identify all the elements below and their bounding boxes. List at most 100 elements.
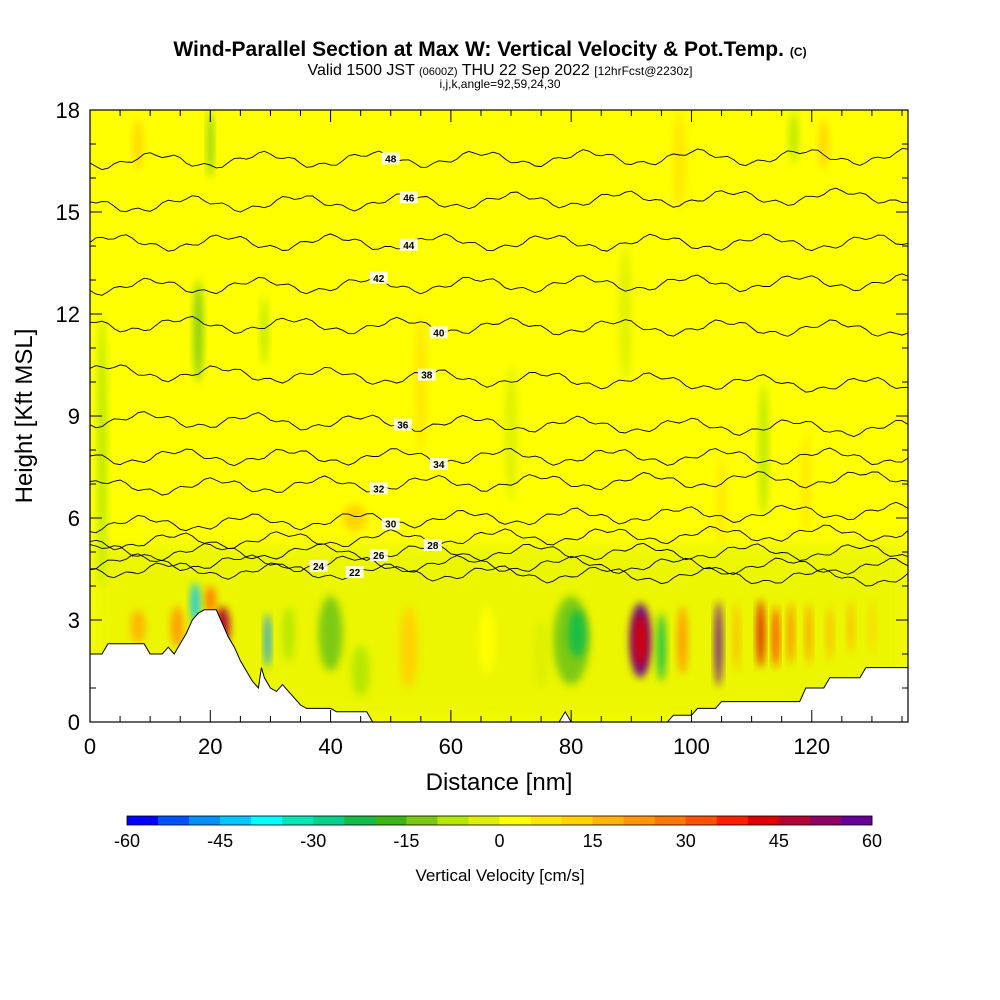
w-cell (505, 365, 518, 501)
theta-contour-label-bg (429, 458, 448, 471)
w-cell (805, 603, 812, 665)
theta-contour-label: 26 (373, 551, 385, 562)
colorbar-swatch (530, 816, 562, 825)
theta-contour-line (90, 233, 908, 252)
colorbar-tick-label: 30 (676, 831, 696, 851)
theta-contour-label-bg (345, 566, 364, 579)
theta-contour-label-bg (381, 152, 400, 165)
theta-contour-label-bg (417, 368, 436, 381)
theta-contour-label-bg (369, 482, 388, 495)
theta-contour-label: 28 (427, 541, 439, 552)
w-cell (619, 246, 632, 382)
theta-contour-label-bg (309, 559, 328, 572)
x-tick-label: 120 (793, 734, 830, 759)
theta-contour-line (90, 148, 908, 171)
theta-contour-label: 30 (385, 520, 397, 531)
subtitle-valid: Valid 1500 JST (308, 62, 416, 79)
colorbar-swatch (654, 816, 687, 825)
theta-contour-label: 24 (313, 562, 325, 573)
w-cell (568, 609, 587, 658)
w-cell (819, 118, 829, 170)
colorbar-tick-label: -15 (393, 831, 419, 851)
colorbar-tick-label: -30 (300, 831, 326, 851)
w-cell (673, 110, 686, 212)
theta-contour-label: 38 (421, 371, 433, 382)
w-cell (318, 596, 343, 671)
colorbar-swatch (499, 816, 531, 825)
w-cell (826, 606, 833, 661)
y-tick-label: 9 (68, 404, 80, 429)
colorbar-swatch (840, 816, 873, 825)
theta-contour-label: 32 (373, 484, 385, 495)
colorbar-swatch (716, 816, 749, 825)
w-cell (204, 586, 216, 614)
theta-contour-line (90, 447, 908, 467)
colorbar-swatch (313, 816, 345, 825)
theta-contour-line (90, 562, 908, 587)
w-cell (714, 601, 723, 687)
theta-contour-line (90, 471, 908, 496)
theta-contour-label-bg (399, 238, 418, 251)
w-cell (772, 606, 779, 668)
colorbar: -60 -45 -30 -15 0 15 30 45 60 (114, 815, 882, 851)
w-cell (477, 606, 496, 675)
w-cell (342, 504, 367, 532)
colorbar-swatch (189, 816, 221, 825)
colorbar-frame (126, 815, 873, 826)
colorbar-tick-label: 45 (769, 831, 789, 851)
w-cell (171, 606, 184, 648)
y-tick-label: 12 (56, 302, 80, 327)
w-cell (130, 609, 146, 644)
theta-contour-label-bg (423, 539, 442, 552)
colorbar-swatch (592, 816, 624, 825)
w-cell (193, 280, 203, 382)
colorbar-tick-label: 60 (862, 831, 882, 851)
colorbar-swatch (158, 816, 190, 825)
theta-contour-label-bg (399, 191, 418, 204)
theta-contour-label: 40 (433, 328, 445, 339)
colorbar-label: Vertical Velocity [cm/s] (415, 866, 584, 885)
x-tick-label: 80 (559, 734, 583, 759)
theta-contour-line (90, 524, 908, 551)
subtitle-zulu: (0600Z) (419, 66, 458, 78)
w-cell (351, 645, 370, 697)
w-cell (282, 606, 295, 661)
colorbar-swatch (406, 816, 438, 825)
w-cell (759, 382, 769, 518)
terrain-mask (90, 609, 908, 722)
theta-contour-line (90, 315, 908, 337)
y-tick-label: 6 (68, 506, 80, 531)
colorbar-tick-label: -60 (114, 831, 140, 851)
chart-subtitle-indices: i,j,k,angle=92,59,24,30 (439, 77, 560, 91)
x-axis-title: Distance [nm] (426, 769, 573, 796)
x-tick-label: 40 (318, 734, 342, 759)
theta-contour-label-bg (369, 271, 388, 284)
colorbar-swatch (344, 816, 376, 825)
w-cell (414, 314, 427, 450)
w-cell (757, 599, 765, 668)
chart-title: Wind-Parallel Section at Max W: Vertical… (173, 38, 806, 61)
colorbar-swatch (685, 816, 718, 825)
theta-contour-label: 36 (397, 421, 409, 432)
w-cell (207, 110, 214, 178)
w-cell (656, 613, 666, 682)
w-cell (733, 603, 740, 671)
theta-contour-label: 42 (373, 274, 385, 285)
theta-contour-label: 46 (403, 193, 415, 204)
w-cell (633, 613, 647, 668)
theta-contour-label: 34 (433, 460, 445, 471)
colorbar-swatch (809, 816, 842, 825)
colorbar-swatch (127, 816, 159, 825)
colorbar-swatch (251, 816, 283, 825)
y-axis-title: Height [Kft MSL] (11, 329, 38, 504)
colorbar-swatch (468, 816, 500, 825)
theta-contour-line (90, 553, 908, 575)
theta-contour-label-bg (393, 418, 412, 431)
y-tick-label: 15 (56, 200, 80, 225)
y-tick-label: 3 (68, 608, 80, 633)
colorbar-tick-label: 0 (494, 831, 504, 851)
x-tick-label: 60 (439, 734, 463, 759)
w-cell (847, 601, 854, 653)
w-cell (801, 433, 811, 535)
